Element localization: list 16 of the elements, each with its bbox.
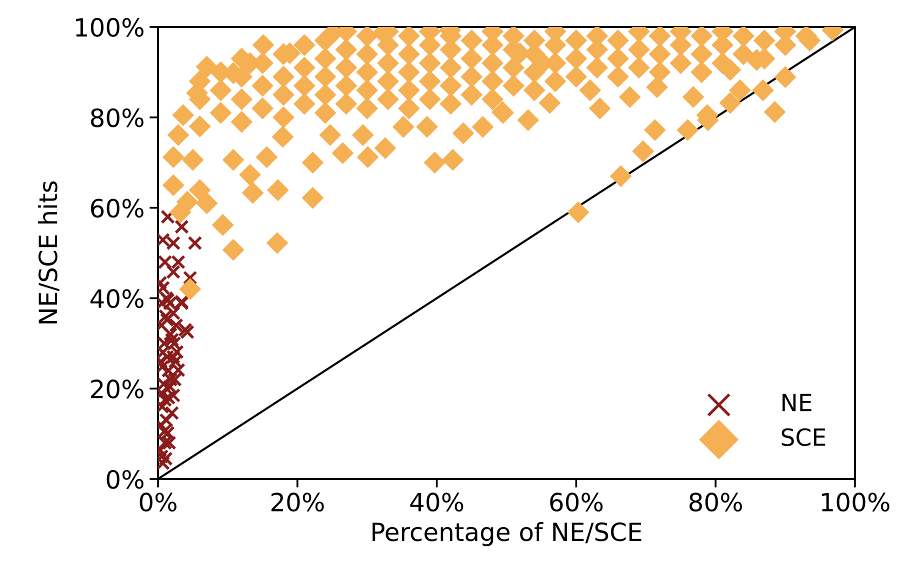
legend-label: NE <box>782 394 812 412</box>
x-tick-label: 60% <box>550 492 603 512</box>
x-axis-title: Percentage of NE/SCE <box>372 522 642 546</box>
y-tick-label: 40% <box>90 289 144 308</box>
y-tick-label: 60% <box>91 198 144 218</box>
x-tick-label: 40% <box>410 492 464 512</box>
x-tick-label: 20% <box>271 492 324 512</box>
x-tick-label: 0% <box>140 492 176 512</box>
y-tick-label: 80% <box>90 108 144 128</box>
y-tick-label: 0% <box>106 470 144 489</box>
legend-label: SCE <box>782 428 826 446</box>
x-tick-label: 100% <box>822 492 890 512</box>
y-tick-label: 100% <box>76 18 144 37</box>
x-tick-label: 80% <box>689 492 742 512</box>
y-axis-title: NE/SCE hits <box>38 181 60 324</box>
y-tick-label: 20% <box>91 380 144 398</box>
